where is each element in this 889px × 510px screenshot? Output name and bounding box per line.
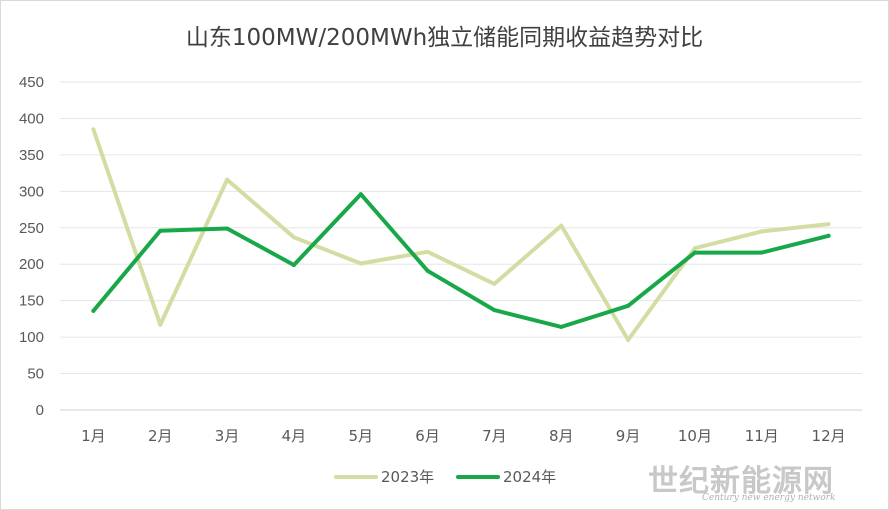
data-point	[225, 177, 230, 182]
y-tick-label: 250	[19, 220, 44, 237]
data-point	[425, 249, 430, 254]
data-point	[358, 192, 363, 197]
x-tick-label: 3月	[215, 427, 240, 445]
data-point	[826, 233, 831, 238]
watermark-logo: 世纪新能源网 Century new energy network	[640, 456, 885, 506]
y-tick-label: 300	[19, 183, 44, 200]
series-line-2024年	[91, 192, 831, 329]
watermark-brand: 世纪新能源网	[648, 464, 834, 499]
x-tick-label: 12月	[812, 427, 846, 445]
data-point	[492, 281, 497, 286]
x-tick-label: 7月	[482, 427, 507, 445]
data-point	[291, 262, 296, 267]
x-tick-label: 5月	[348, 427, 373, 445]
x-tick-label: 8月	[549, 427, 574, 445]
y-tick-label: 150	[19, 293, 44, 310]
x-tick-label: 11月	[745, 427, 779, 445]
y-tick-label: 0	[36, 402, 44, 419]
data-point	[626, 303, 631, 308]
data-point	[492, 308, 497, 313]
gridlines	[60, 81, 862, 411]
y-tick-label: 100	[19, 329, 44, 346]
legend-label: 2023年	[381, 468, 434, 486]
data-point	[559, 324, 564, 329]
chart-title: 山东100MW/200MWh独立储能同期收益趋势对比	[185, 25, 704, 51]
data-point	[759, 229, 764, 234]
y-tick-label: 350	[19, 147, 44, 164]
x-tick-label: 4月	[282, 427, 307, 445]
x-axis: 1月 2月 3月 4月 5月 6月 7月 8月 9月 10月 11月 12月	[81, 427, 845, 445]
x-tick-label: 2月	[148, 427, 173, 445]
series-line-2023年	[91, 127, 831, 342]
x-tick-label: 1月	[81, 427, 106, 445]
data-point	[158, 322, 163, 327]
data-point	[158, 228, 163, 233]
x-tick-label: 6月	[415, 427, 440, 445]
data-point	[358, 261, 363, 266]
y-tick-label: 200	[19, 256, 44, 273]
data-point	[826, 222, 831, 227]
data-point	[759, 250, 764, 255]
y-tick-label: 50	[27, 366, 44, 383]
data-point	[291, 235, 296, 240]
data-point	[91, 127, 96, 132]
data-point	[692, 250, 697, 255]
data-point	[91, 308, 96, 313]
legend: 2023年 2024年	[334, 468, 556, 486]
data-point	[425, 268, 430, 273]
y-tick-label: 450	[19, 74, 44, 91]
x-tick-label: 9月	[616, 427, 641, 445]
legend-label: 2024年	[503, 468, 556, 486]
data-point	[559, 223, 564, 228]
y-axis: 0 50 100 150 200 250 300 350 400 450	[19, 74, 44, 419]
data-point	[225, 226, 230, 231]
series-lines	[91, 127, 831, 343]
data-point	[692, 246, 697, 251]
x-tick-label: 10月	[678, 427, 712, 445]
y-tick-label: 400	[19, 110, 44, 127]
watermark-subtitle: Century new energy network	[702, 493, 836, 503]
data-point	[626, 338, 631, 343]
